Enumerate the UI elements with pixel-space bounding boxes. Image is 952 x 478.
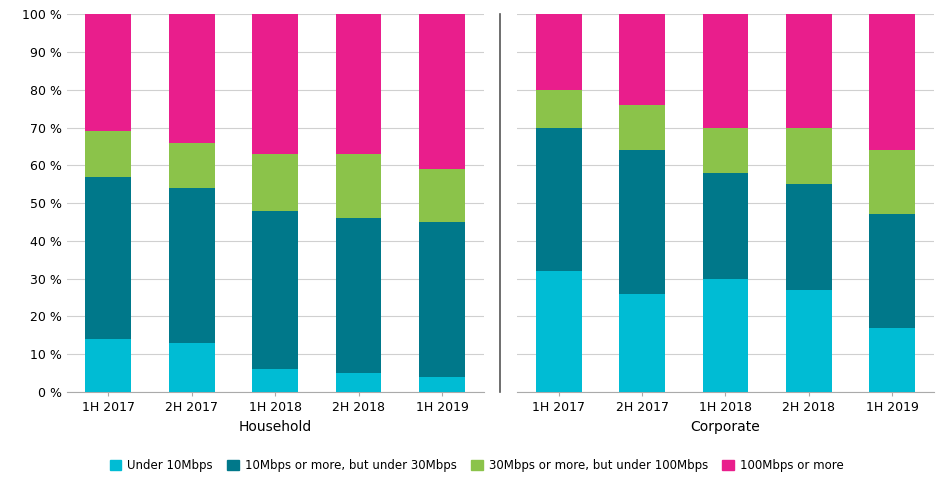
Bar	[335, 373, 381, 392]
Bar	[868, 215, 914, 328]
Bar	[252, 154, 298, 211]
Bar	[785, 128, 831, 185]
Bar	[419, 14, 465, 169]
Bar	[535, 271, 581, 392]
Bar	[785, 185, 831, 290]
Bar	[785, 290, 831, 392]
Bar	[419, 222, 465, 377]
Bar	[702, 279, 747, 392]
Bar	[252, 369, 298, 392]
Bar	[785, 14, 831, 128]
Bar	[619, 294, 664, 392]
Bar	[335, 14, 381, 154]
Bar	[868, 150, 914, 215]
Bar	[86, 177, 131, 339]
Bar	[335, 154, 381, 218]
Bar	[535, 128, 581, 271]
Bar	[419, 377, 465, 392]
Legend: Under 10Mbps, 10Mbps or more, but under 30Mbps, 30Mbps or more, but under 100Mbp: Under 10Mbps, 10Mbps or more, but under …	[109, 459, 843, 472]
Bar	[86, 14, 131, 131]
Bar	[252, 14, 298, 154]
Bar	[619, 14, 664, 105]
Bar	[169, 14, 214, 143]
Bar	[702, 128, 747, 173]
Bar	[535, 14, 581, 90]
Bar	[619, 150, 664, 294]
Bar	[86, 339, 131, 392]
Bar	[335, 218, 381, 373]
Bar	[419, 169, 465, 222]
Bar	[169, 188, 214, 343]
Bar	[169, 343, 214, 392]
Bar	[535, 90, 581, 128]
Bar	[868, 14, 914, 150]
Bar	[702, 14, 747, 128]
X-axis label: Corporate: Corporate	[690, 420, 760, 434]
Bar	[702, 173, 747, 279]
Bar	[86, 131, 131, 177]
Bar	[252, 211, 298, 369]
X-axis label: Household: Household	[238, 420, 311, 434]
Bar	[169, 143, 214, 188]
Bar	[868, 328, 914, 392]
Bar	[619, 105, 664, 150]
